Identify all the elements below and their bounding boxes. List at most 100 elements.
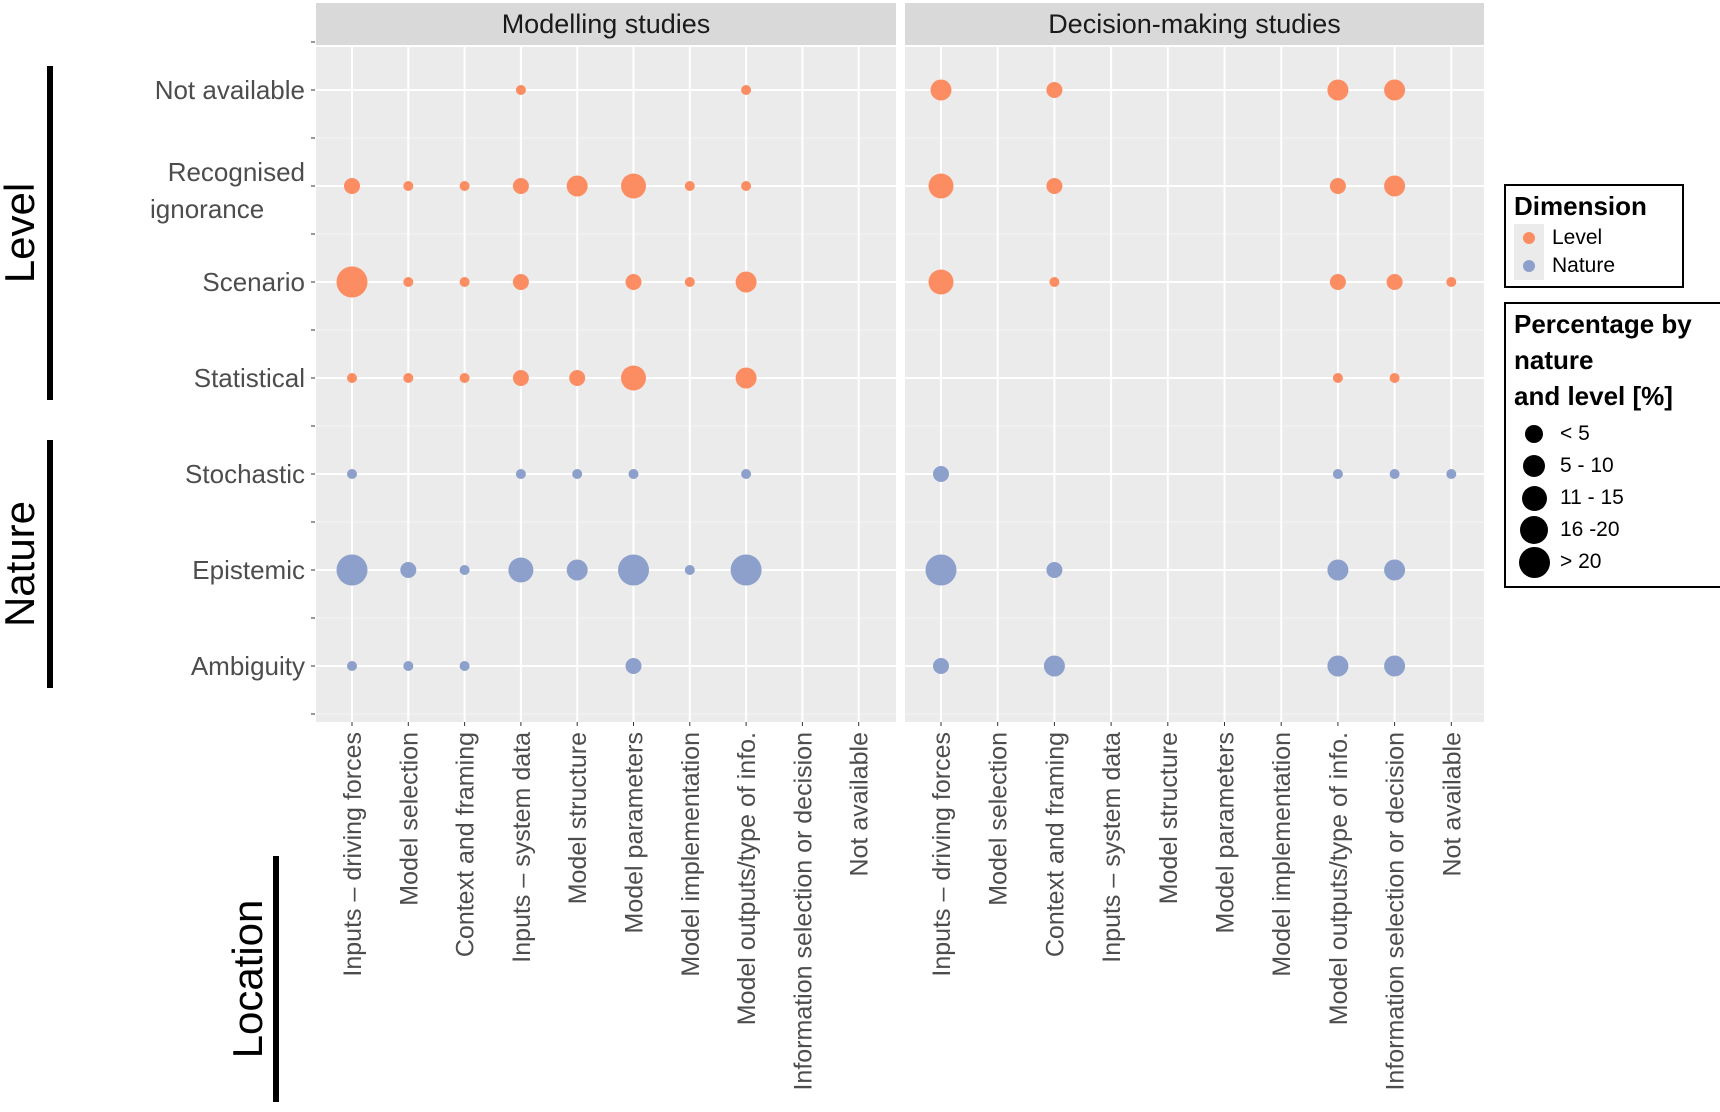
data-point-nature: Modelling studies · Inputs – driving for…	[336, 554, 368, 586]
x-tick-label: Information selection or decision	[1382, 732, 1410, 1091]
data-point-level: Modelling studies · Inputs – driving for…	[347, 373, 357, 383]
data-point-nature: Decision-making studies · Model outputs/…	[1327, 559, 1349, 581]
data-point-level: Modelling studies · Model outputs/type o…	[735, 367, 757, 389]
group-label-location: Location	[224, 900, 271, 1059]
data-point-level: Modelling studies · Model selection · Re…	[403, 181, 414, 191]
size-swatch	[1518, 546, 1550, 578]
y-tick-label: Scenario	[202, 267, 305, 297]
legend-key	[1514, 252, 1544, 280]
x-tick-label: Model outputs/type of info.	[733, 732, 761, 1025]
y-tick-label: Stochastic	[185, 459, 305, 489]
x-tick-label: Model outputs/type of info.	[1325, 732, 1353, 1025]
data-point-level: Decision-making studies · Information se…	[1384, 175, 1406, 197]
data-point-level: Decision-making studies · Information se…	[1389, 373, 1400, 383]
y-tick-label: Statistical	[194, 363, 305, 393]
dimension-legend: Dimension Level Nature	[1504, 184, 1684, 288]
data-point-level: Modelling studies · Model structure · Re…	[566, 175, 588, 197]
data-point-level: Decision-making studies · Information se…	[1386, 274, 1403, 290]
data-point-level: Decision-making studies · Inputs – drivi…	[930, 79, 952, 101]
data-point-nature: Decision-making studies · Not available …	[1446, 469, 1457, 479]
x-tick-label: Model structure	[564, 732, 592, 904]
data-point-level: Modelling studies · Context and framing …	[459, 181, 470, 191]
data-point-nature: Modelling studies · Model structure · St…	[572, 469, 583, 479]
legend-swatch-level	[1523, 232, 1535, 244]
x-tick-label: Model parameters	[1212, 732, 1240, 933]
data-point-level: Decision-making studies · Not available …	[1446, 277, 1457, 287]
data-point-nature: Decision-making studies · Model outputs/…	[1332, 469, 1343, 479]
data-point-level: Modelling studies · Model outputs/type o…	[741, 181, 752, 191]
size-legend-title: and level [%]	[1514, 381, 1673, 411]
x-tick-label: Model selection	[985, 732, 1013, 906]
data-point-nature: Decision-making studies · Inputs – drivi…	[933, 658, 949, 674]
size-legend-title: nature	[1514, 345, 1594, 375]
size-legend-item: > 20	[1514, 546, 1714, 578]
size-label: 16 -20	[1560, 518, 1620, 541]
data-point-nature: Modelling studies · Inputs – system data…	[515, 469, 526, 479]
legend-swatch-nature	[1523, 260, 1535, 272]
size-legend-title: Percentage by	[1514, 309, 1692, 339]
x-tick-label: Inputs – system data	[508, 732, 536, 963]
legend-label: Nature	[1552, 254, 1616, 277]
data-point-nature: Modelling studies · Model implementation…	[684, 565, 695, 575]
size-label: > 20	[1560, 550, 1602, 573]
group-label-nature: Nature	[0, 501, 43, 627]
strip-modelling-studies	[316, 3, 896, 45]
x-tick-label: Model implementation	[677, 732, 705, 977]
data-point-nature: Modelling studies · Model outputs/type o…	[730, 554, 762, 586]
data-point-nature: Decision-making studies · Model outputs/…	[1327, 655, 1349, 677]
x-tick-label: Information selection or decision	[789, 732, 817, 1091]
data-point-level: Modelling studies · Model outputs/type o…	[735, 271, 757, 293]
size-legend-item: 16 -20	[1514, 514, 1714, 546]
data-point-level: Modelling studies · Model implementation…	[684, 277, 695, 287]
size-swatch	[1525, 425, 1543, 443]
data-point-nature: Modelling studies · Model selection · Ep…	[400, 562, 417, 578]
data-point-nature: Decision-making studies · Information se…	[1384, 655, 1406, 677]
data-point-level: Modelling studies · Inputs – system data…	[512, 370, 529, 386]
data-point-nature: Decision-making studies · Context and fr…	[1043, 655, 1065, 677]
x-tick-label: Not available	[1438, 732, 1466, 877]
group-label-level: Level	[0, 183, 43, 283]
dimension-legend-title: Dimension	[1514, 191, 1647, 221]
data-point-level: Decision-making studies · Model outputs/…	[1329, 178, 1346, 194]
data-point-level: Decision-making studies · Context and fr…	[1046, 178, 1063, 194]
data-point-level: Modelling studies · Context and framing …	[459, 277, 470, 287]
plot-background	[905, 47, 1484, 722]
data-point-level: Modelling studies · Model parameters · S…	[621, 365, 646, 391]
size-label: 11 - 15	[1560, 486, 1624, 509]
strip-label-modelling-studies: Modelling studies	[502, 9, 711, 39]
data-point-level: Modelling studies · Model parameters · R…	[621, 173, 646, 199]
y-tick-label-cont: ignorance	[150, 194, 264, 224]
data-point-level: Modelling studies · Model selection · Sc…	[403, 277, 414, 287]
y-tick-label: Recognised	[168, 157, 305, 187]
data-point-level: Decision-making studies · Inputs – drivi…	[928, 173, 954, 199]
legend-label: Level	[1552, 226, 1603, 249]
y-tick-label: Not available	[155, 75, 305, 105]
x-tick-label: Model selection	[395, 732, 423, 906]
data-point-nature: Modelling studies · Context and framing …	[459, 661, 470, 671]
data-point-nature: Modelling studies · Model parameters · S…	[628, 469, 639, 479]
data-point-level: Decision-making studies · Model outputs/…	[1329, 274, 1346, 290]
size-legend-item: 11 - 15	[1514, 482, 1714, 514]
size-legend: Percentage by nature and level [%] < 5 5 - …	[1504, 302, 1720, 588]
plot-background	[316, 47, 896, 722]
panel-decision-making-studies: Decision-making studies Decision-making s…	[905, 3, 1484, 722]
data-point-level: Modelling studies · Model selection · St…	[403, 373, 414, 383]
strip-decision-making-studies	[905, 3, 1484, 45]
x-tick-label: Context and framing	[452, 732, 480, 957]
data-point-level: Modelling studies · Context and framing …	[459, 373, 470, 383]
data-point-level: Modelling studies · Model parameters · S…	[625, 274, 642, 290]
size-label: 5 - 10	[1560, 454, 1614, 477]
y-tick-label: Epistemic	[192, 555, 305, 585]
data-point-nature: Modelling studies · Model outputs/type o…	[741, 469, 752, 479]
size-legend-item: < 5	[1514, 418, 1714, 450]
data-point-level: Decision-making studies · Context and fr…	[1046, 82, 1063, 98]
data-point-nature: Modelling studies · Context and framing …	[459, 565, 470, 575]
data-point-level: Modelling studies · Inputs – system data…	[512, 274, 529, 290]
data-point-level: Decision-making studies · Model outputs/…	[1332, 373, 1343, 383]
data-point-nature: Modelling studies · Inputs – driving for…	[347, 469, 357, 479]
data-point-level: Decision-making studies · Context and fr…	[1049, 277, 1060, 287]
size-label: < 5	[1560, 422, 1590, 445]
size-swatch	[1521, 485, 1547, 511]
x-tick-label: Context and framing	[1041, 732, 1069, 957]
